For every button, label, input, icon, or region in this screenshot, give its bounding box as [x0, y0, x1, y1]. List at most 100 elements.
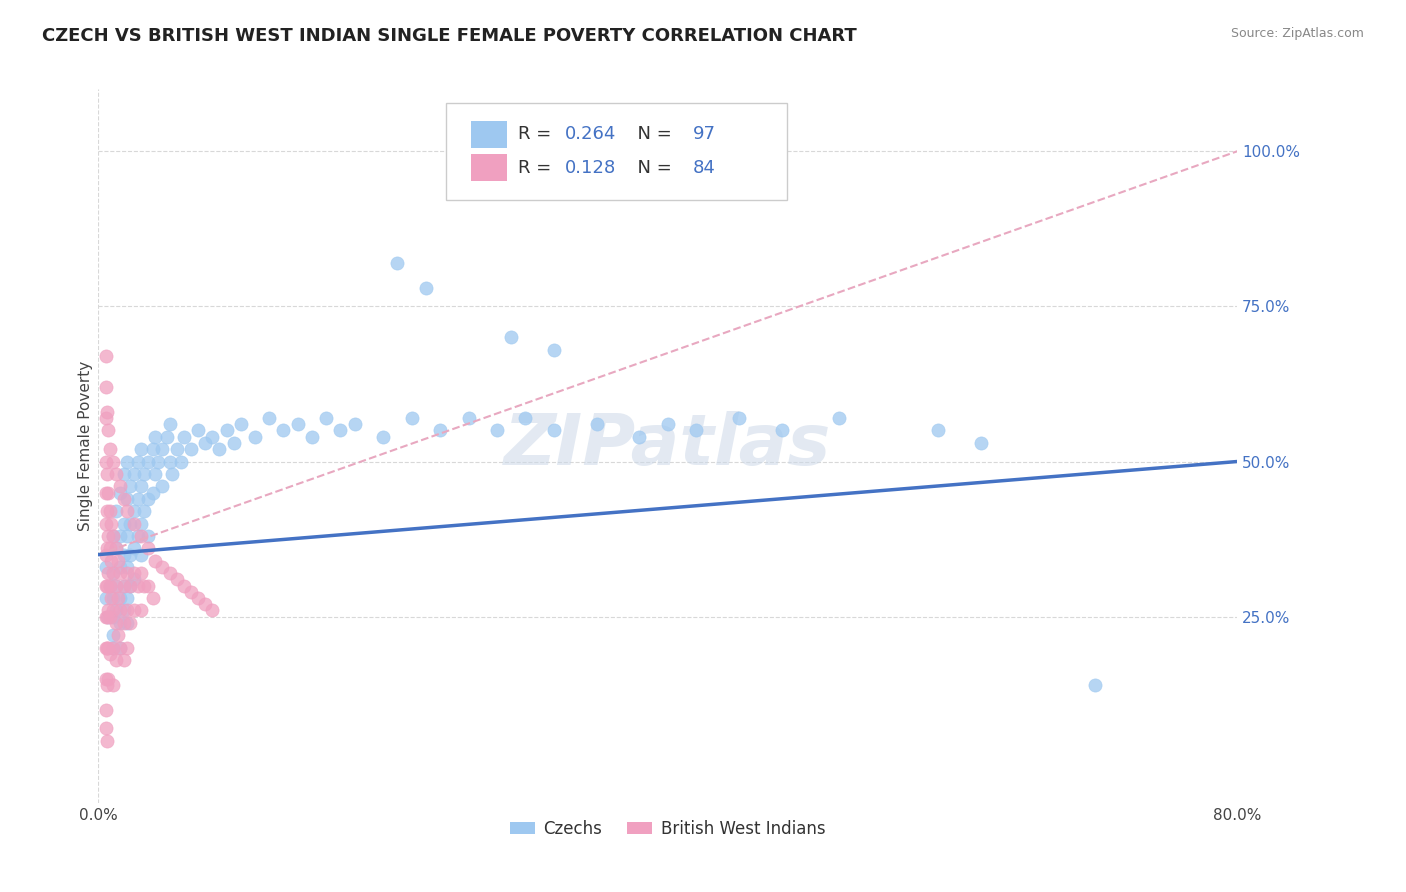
Point — [129, 566, 152, 581]
Point — [132, 504, 155, 518]
Point — [101, 529, 124, 543]
Point — [122, 566, 145, 581]
Point — [101, 640, 124, 655]
Text: 84: 84 — [693, 159, 716, 177]
Point — [108, 560, 131, 574]
Point — [115, 504, 138, 518]
Point — [108, 615, 131, 630]
Point — [129, 479, 152, 493]
Point — [112, 548, 135, 562]
Point — [112, 653, 135, 667]
Point — [187, 591, 209, 605]
Point — [104, 579, 127, 593]
Point — [145, 467, 167, 481]
Point — [96, 678, 118, 692]
Point — [273, 424, 295, 438]
Point — [107, 554, 129, 568]
Point — [98, 647, 121, 661]
Point — [108, 640, 131, 655]
Y-axis label: Single Female Poverty: Single Female Poverty — [77, 361, 93, 531]
Point — [94, 485, 117, 500]
Point — [97, 485, 120, 500]
Point — [98, 541, 121, 556]
Point — [107, 591, 129, 605]
Point — [122, 541, 145, 556]
Point — [98, 609, 121, 624]
Text: 0.264: 0.264 — [565, 125, 617, 143]
Point — [141, 591, 163, 605]
Point — [156, 430, 179, 444]
Point — [97, 640, 120, 655]
Point — [685, 424, 707, 438]
Point — [415, 281, 437, 295]
Point — [98, 579, 121, 593]
Point — [104, 579, 127, 593]
Point — [136, 541, 159, 556]
Point — [159, 417, 181, 432]
Point — [104, 541, 127, 556]
Point — [96, 579, 118, 593]
Point — [97, 672, 120, 686]
Point — [94, 591, 117, 605]
Point — [94, 703, 117, 717]
Point — [98, 442, 121, 456]
Point — [108, 640, 131, 655]
Point — [122, 516, 145, 531]
Point — [486, 424, 509, 438]
Point — [118, 479, 141, 493]
Point — [127, 454, 149, 468]
Point — [585, 417, 607, 432]
Point — [728, 411, 751, 425]
Point — [201, 430, 224, 444]
Point — [141, 442, 163, 456]
Point — [101, 454, 124, 468]
Point — [96, 541, 118, 556]
Text: ZIPatlas: ZIPatlas — [505, 411, 831, 481]
Point — [94, 672, 117, 686]
Point — [770, 424, 793, 438]
Point — [108, 566, 131, 581]
Point — [543, 343, 565, 357]
Point — [107, 628, 129, 642]
Point — [108, 591, 131, 605]
Text: N =: N = — [626, 159, 678, 177]
FancyBboxPatch shape — [471, 120, 508, 148]
Text: R =: R = — [517, 159, 557, 177]
Point — [129, 603, 152, 617]
Point — [429, 424, 451, 438]
Point — [97, 424, 120, 438]
Point — [101, 678, 124, 692]
Point — [145, 430, 167, 444]
Point — [141, 485, 163, 500]
Point — [343, 417, 366, 432]
Point — [173, 579, 195, 593]
Point — [115, 560, 138, 574]
Point — [97, 529, 120, 543]
Point — [115, 640, 138, 655]
Point — [259, 411, 281, 425]
Point — [94, 411, 117, 425]
Point — [215, 424, 238, 438]
Point — [108, 485, 131, 500]
Point — [136, 529, 159, 543]
Point — [229, 417, 252, 432]
Point — [628, 430, 651, 444]
Point — [132, 579, 155, 593]
Point — [543, 424, 565, 438]
Point — [96, 609, 118, 624]
Point — [112, 579, 135, 593]
Point — [329, 424, 352, 438]
Point — [315, 411, 337, 425]
Point — [373, 430, 395, 444]
Point — [243, 430, 266, 444]
Point — [98, 504, 121, 518]
Point — [501, 330, 523, 344]
Point — [159, 566, 181, 581]
Text: 97: 97 — [693, 125, 716, 143]
Point — [145, 554, 167, 568]
Point — [129, 529, 152, 543]
Point — [970, 436, 993, 450]
Point — [401, 411, 423, 425]
Point — [129, 516, 152, 531]
Point — [94, 516, 117, 531]
